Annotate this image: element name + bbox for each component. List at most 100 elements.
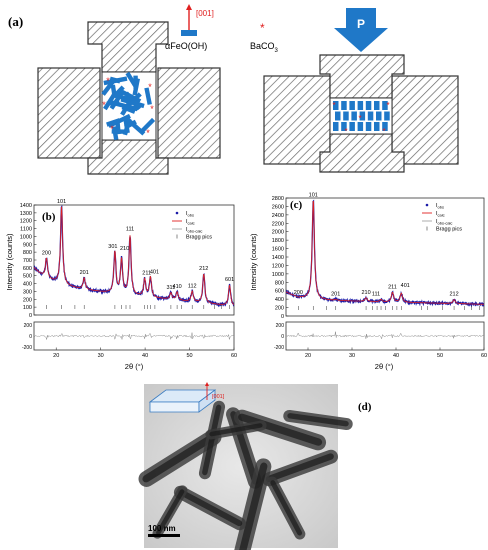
nanorod-core <box>202 404 222 476</box>
plot-c-ylabel: Intensity (counts) <box>249 233 258 291</box>
nanorod-core <box>237 462 268 550</box>
peak-label-401: 401 <box>401 283 410 289</box>
rod <box>113 85 125 98</box>
y-tick-label: 0 <box>29 313 32 319</box>
scalebar <box>148 534 180 537</box>
residual-tick-label: 200 <box>276 323 285 329</box>
x-tick-label: 40 <box>142 353 148 359</box>
peak-label-212: 212 <box>199 266 208 272</box>
nanorod-core <box>178 489 243 527</box>
rod <box>365 122 372 131</box>
legend-calc-label: Icalc <box>186 219 195 226</box>
peak-label-112: 112 <box>188 283 197 289</box>
x-tick-label: 40 <box>393 353 399 359</box>
y-tick-label: 1200 <box>20 219 32 225</box>
die-right-wall-left <box>263 75 331 165</box>
y-tick-label: 1100 <box>20 227 32 233</box>
baco3-marker-icon: * <box>260 21 265 35</box>
baco3-marker: * <box>382 127 385 136</box>
peak-label-201: 201 <box>80 270 89 276</box>
y-tick-label: 500 <box>23 274 32 280</box>
legend-calc-label: Icalc <box>436 211 445 218</box>
y-tick-label: 1300 <box>20 211 32 217</box>
plot-c-residual: 200 0 -200 <box>274 323 485 351</box>
peak-label-111: 111 <box>372 292 380 298</box>
plot-c-xlabel: 2θ (°) <box>375 362 394 371</box>
legend-obs-label: Iobs <box>186 211 194 218</box>
y-tick-label: 1400 <box>20 203 32 209</box>
y-tick-label: 2800 <box>272 196 284 202</box>
rod <box>374 122 380 131</box>
legend-obs-label: Iobs <box>436 203 444 210</box>
peak-label-211: 211 <box>142 271 151 277</box>
peak-label-212: 212 <box>449 292 458 298</box>
panel-a: (a) * * * * * * [001] αFeO(OH) * BaCO3 <box>8 4 459 175</box>
bottom-punch <box>87 139 169 175</box>
inset-direction-label: [001] <box>212 394 225 400</box>
direction-label: [001] <box>196 9 214 18</box>
tem-nanorods <box>138 400 353 550</box>
x-tick-label: 50 <box>437 353 443 359</box>
y-tick-label: 2600 <box>272 204 284 210</box>
baco3-marker: * <box>386 101 389 110</box>
y-tick-label: 200 <box>23 297 32 303</box>
rod <box>124 119 137 130</box>
peak-label-210: 210 <box>120 246 129 252</box>
direction-arrow-head <box>186 4 192 10</box>
y-tick-label: 1200 <box>272 263 284 269</box>
legend-bragg-label: Bragg pics <box>436 227 462 233</box>
legend-diff-label: Iobs-calc <box>436 219 452 226</box>
rod <box>367 111 374 121</box>
rod <box>335 111 341 121</box>
y-tick-label: 900 <box>23 242 32 248</box>
rod <box>111 129 127 134</box>
die-left: * * * * * * <box>37 21 221 175</box>
plot-c-ticks: 0200400600800100012001400160018002000220… <box>272 196 487 359</box>
inset-prism-icon <box>148 382 217 413</box>
rod <box>124 92 142 109</box>
residual-tick-label: -200 <box>274 345 284 351</box>
baco3-marker: * <box>102 100 106 110</box>
peak-label-410: 410 <box>173 284 182 290</box>
nanorod-core <box>209 423 263 437</box>
panel-d: [001] (d) 100 nm <box>138 382 372 550</box>
y-tick-label: 2400 <box>272 213 284 219</box>
peak-label-201: 201 <box>331 292 340 298</box>
die-right: * * * * * P <box>263 8 459 173</box>
rod <box>106 118 121 127</box>
difference-series <box>285 331 485 340</box>
pressed-top-punch <box>319 54 405 99</box>
panel-c-label: (c) <box>290 199 303 211</box>
x-tick-label: 20 <box>53 353 59 359</box>
peak-label-601: 601 <box>225 277 234 283</box>
x-tick-label: 30 <box>98 353 104 359</box>
rod <box>343 111 349 121</box>
rod <box>125 71 138 87</box>
rod <box>374 101 380 110</box>
nanorod-core <box>156 489 185 535</box>
plot-b-data <box>34 205 234 308</box>
goethite-label: αFeO(OH) <box>165 41 207 51</box>
y-tick-label: 400 <box>275 297 284 303</box>
rod <box>341 101 347 110</box>
y-tick-label: 1400 <box>272 255 284 261</box>
rod <box>357 122 364 131</box>
panel-c: (c) Intensity (counts) 2θ (°) 0200400600… <box>249 193 487 371</box>
peak-label-301: 301 <box>108 244 117 250</box>
y-tick-label: 1000 <box>20 234 32 240</box>
residual-tick-label: -200 <box>22 345 32 351</box>
rod <box>349 122 355 131</box>
rod <box>351 111 357 121</box>
legend-diff-label: Iobs-calc <box>186 227 202 234</box>
top-punch <box>87 21 169 73</box>
calculated-series <box>286 200 484 305</box>
aligned-rods: * * * * * <box>332 101 390 136</box>
baco3-label: BaCO3 <box>250 41 279 54</box>
peak-label-101: 101 <box>57 199 66 205</box>
baco3-marker: * <box>148 82 152 92</box>
rod <box>132 78 140 96</box>
plot-c-frame <box>285 197 485 317</box>
residual-b-frame <box>33 321 235 351</box>
